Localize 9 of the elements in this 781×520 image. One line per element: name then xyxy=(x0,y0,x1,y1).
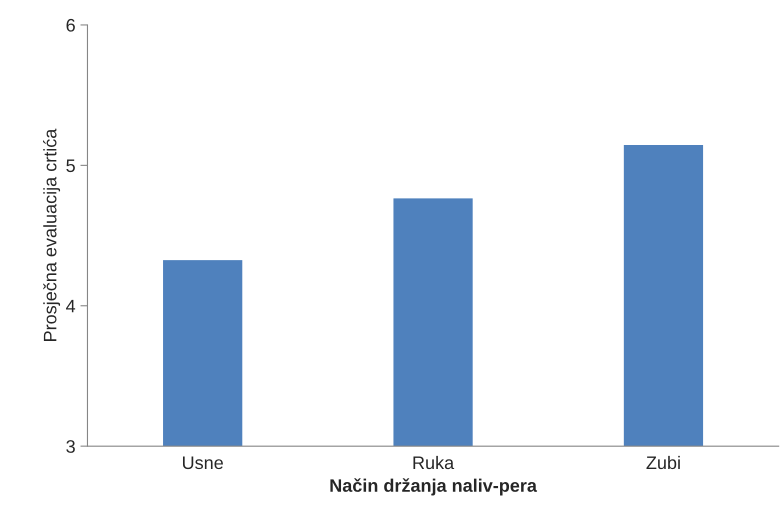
y-tick-label: 5 xyxy=(66,159,75,172)
y-tick-label: 6 xyxy=(66,18,75,32)
x-tick-label: Usne xyxy=(182,456,223,470)
x-tick-label: Zubi xyxy=(646,456,680,470)
x-axis-title: Način držanja naliv-pera xyxy=(330,478,538,496)
y-tick-label: 4 xyxy=(66,300,76,312)
y-axis-title: Prosječna evaluacija crtića xyxy=(43,128,60,341)
y-tick-label: 3 xyxy=(66,440,75,453)
x-tick-label: Ruka xyxy=(413,456,454,470)
